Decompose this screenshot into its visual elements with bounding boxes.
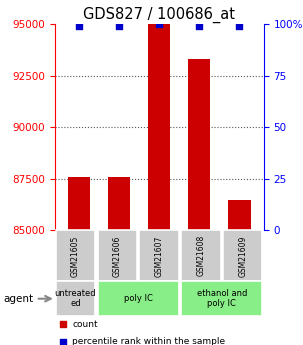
Bar	[188, 59, 210, 230]
Text: percentile rank within the sample: percentile rank within the sample	[72, 337, 225, 345]
Bar	[56, 281, 95, 316]
Point	[237, 23, 242, 29]
Bar	[108, 177, 130, 230]
Text: agent: agent	[4, 294, 34, 304]
Bar	[228, 199, 251, 230]
Bar	[98, 281, 179, 316]
Text: GSM21608: GSM21608	[196, 235, 205, 276]
Text: poly IC: poly IC	[124, 294, 153, 303]
Text: ethanol and
poly IC: ethanol and poly IC	[197, 289, 247, 308]
Text: untreated
ed: untreated ed	[55, 289, 96, 308]
Title: GDS827 / 100686_at: GDS827 / 100686_at	[83, 7, 235, 23]
Text: GSM21605: GSM21605	[71, 235, 80, 277]
Point	[197, 23, 202, 29]
Bar	[98, 230, 137, 281]
Text: count: count	[72, 319, 98, 328]
Bar	[223, 230, 262, 281]
Point	[61, 321, 65, 327]
Bar	[181, 230, 221, 281]
Point	[157, 21, 161, 27]
Point	[61, 339, 65, 344]
Point	[116, 23, 121, 29]
Text: GSM21609: GSM21609	[238, 235, 247, 277]
Bar	[148, 24, 170, 230]
Point	[76, 23, 81, 29]
Bar	[56, 230, 95, 281]
Bar	[68, 177, 90, 230]
Bar	[139, 230, 179, 281]
Bar	[181, 281, 262, 316]
Text: GSM21606: GSM21606	[113, 235, 122, 277]
Text: GSM21607: GSM21607	[155, 235, 164, 277]
